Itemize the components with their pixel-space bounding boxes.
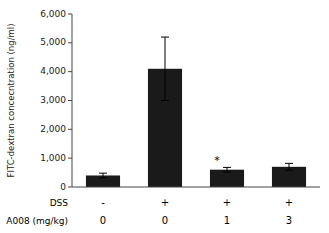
row-label: A008 (mg/kg) [6, 216, 68, 226]
tick-mark [68, 71, 72, 72]
x-axis [72, 187, 320, 188]
category-label: 0 [162, 215, 168, 226]
bar [210, 170, 244, 187]
plot-area [86, 37, 306, 187]
tick-label: 5,000 [40, 37, 66, 47]
tick-label: 0 [60, 182, 66, 192]
category-label: - [101, 197, 105, 208]
tick-label: 2,000 [40, 124, 66, 134]
error-cap [285, 170, 293, 171]
error-line [289, 163, 290, 170]
error-line [103, 173, 104, 178]
error-cap [223, 167, 231, 168]
error-bar [285, 163, 293, 170]
tick-label: 3,000 [40, 95, 66, 105]
error-cap [285, 163, 293, 164]
category-label: + [223, 197, 231, 208]
error-line [165, 37, 166, 100]
annotation: * [214, 154, 220, 167]
y-axis-label: FITC-dextran concecntration (ng/ml) [6, 24, 16, 178]
error-cap [223, 172, 231, 173]
bar [272, 167, 306, 187]
category-label: + [285, 197, 293, 208]
category-label: 3 [286, 215, 292, 226]
tick-mark [68, 14, 72, 15]
tick-label: 6,000 [40, 9, 66, 19]
error-cap [161, 37, 169, 38]
tick-mark [68, 158, 72, 159]
tick-mark [68, 100, 72, 101]
tick-mark [68, 187, 72, 188]
error-bar [223, 167, 231, 172]
error-bar [161, 37, 169, 100]
row-label: DSS [50, 198, 69, 208]
y-axis [72, 14, 73, 187]
tick-label: 1,000 [40, 153, 66, 163]
error-cap [161, 100, 169, 101]
tick-label: 4,000 [40, 66, 66, 76]
tick-mark [68, 129, 72, 130]
error-bar [99, 173, 107, 178]
category-label: 0 [100, 215, 106, 226]
error-line [227, 167, 228, 172]
error-cap [99, 173, 107, 174]
tick-mark [68, 42, 72, 43]
category-label: 1 [224, 215, 230, 226]
category-label: + [161, 197, 169, 208]
error-cap [99, 177, 107, 178]
chart: 0 1,000 2,000 3,000 4,000 5,000 6,000 * FITC-dex… [0, 0, 329, 233]
